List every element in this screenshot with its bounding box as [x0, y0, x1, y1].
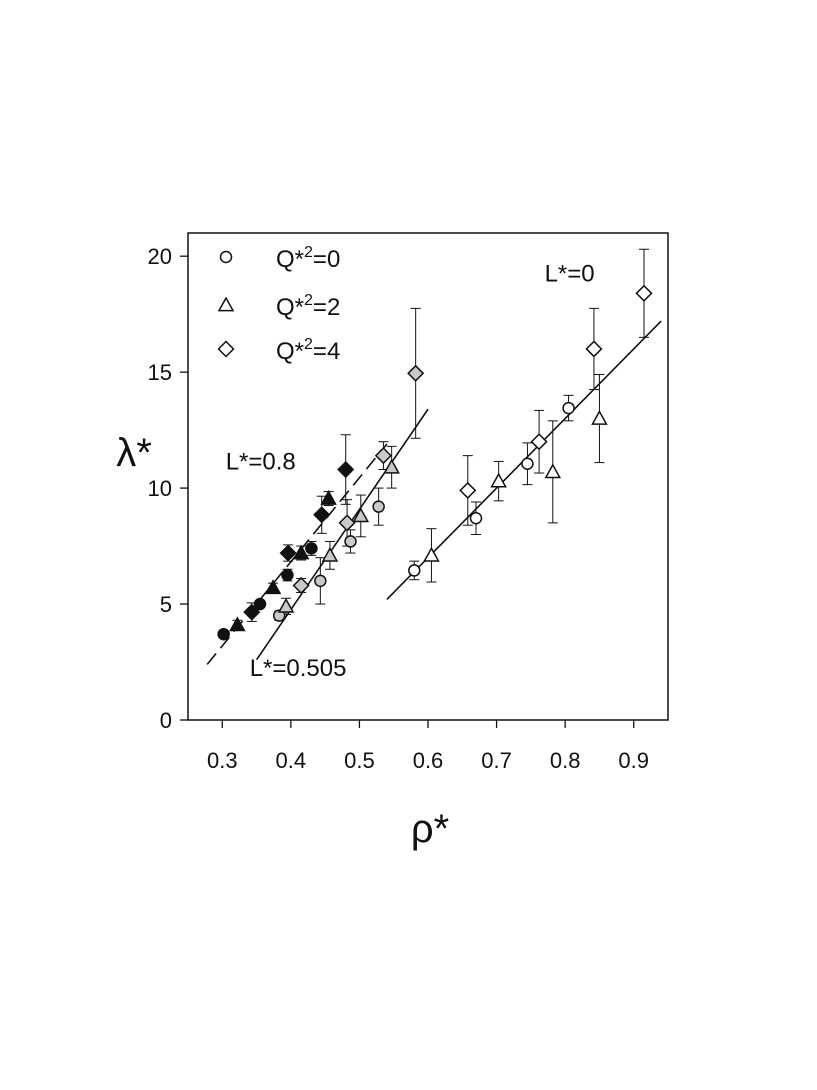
point-diamond-5-3: [407, 364, 425, 382]
annotation-1: L*=0.8: [226, 449, 296, 476]
point-diamond-2-0: [459, 481, 477, 499]
point-circle-6-3: [305, 542, 318, 555]
point-triangle-1-1: [490, 472, 507, 488]
point-triangle-4-3: [383, 458, 400, 474]
point-diamond-8-1: [279, 544, 297, 562]
point-diamond-2-3: [635, 284, 653, 302]
plot-frame: [187, 232, 669, 721]
point-triangle-7-2: [292, 544, 310, 560]
point-diamond-2-2: [585, 340, 603, 358]
y-tick-label-3: 15: [148, 360, 172, 385]
point-circle-3-1: [314, 574, 327, 588]
point-triangle-1-2: [544, 463, 562, 479]
legend: Q*2=0 Q*2=2 Q*2=4: [217, 244, 340, 365]
x-tick-label-2: 0.5: [344, 748, 375, 773]
legend-marker-triangle: [217, 296, 235, 312]
point-circle-6-2: [281, 568, 294, 582]
fit-line-1: [255, 408, 429, 661]
annotation-0: L*=0: [545, 261, 595, 288]
y-tick-label-2: 10: [148, 476, 172, 501]
point-diamond-5-0: [292, 576, 310, 595]
x-tick-label-4: 0.7: [481, 748, 512, 773]
legend-marker-circle: [219, 250, 233, 264]
point-circle-0-3: [562, 401, 575, 415]
y-tick-label-0: 0: [160, 708, 172, 733]
point-triangle-4-2: [352, 507, 370, 523]
point-circle-3-3: [372, 500, 385, 513]
annotation-2: L*=0.505: [250, 655, 347, 682]
x-tick-label-1: 0.4: [276, 748, 307, 773]
point-diamond-5-1: [338, 514, 356, 532]
legend-label-1: Q*2=2: [276, 292, 340, 321]
x-tick-label-5: 0.8: [550, 748, 581, 773]
legend-marker-diamond: [217, 340, 235, 358]
data-points: [217, 284, 653, 641]
point-circle-0-2: [521, 457, 534, 470]
point-circle-0-1: [469, 511, 483, 525]
point-diamond-5-2: [374, 447, 392, 465]
point-diamond-8-3: [337, 460, 355, 479]
point-diamond-8-2: [313, 506, 331, 524]
y-tick-label-1: 5: [160, 592, 172, 617]
point-triangle-1-0: [423, 546, 440, 562]
annotations: L*=0 L*=0.8 L*=0.505: [226, 261, 595, 682]
y-tick-label-4: 20: [148, 244, 172, 269]
point-triangle-7-3: [320, 489, 337, 505]
x-axis-label: ρ*: [411, 807, 449, 851]
point-diamond-8-0: [243, 603, 261, 621]
point-diamond-2-1: [530, 433, 548, 451]
y-axis-label: λ*: [116, 431, 152, 475]
point-circle-6-0: [217, 627, 230, 641]
x-tick-label-3: 0.6: [413, 748, 444, 773]
x-tick-label-0: 0.3: [207, 748, 238, 773]
point-triangle-4-0: [277, 597, 295, 613]
legend-label-2: Q*2=4: [276, 336, 340, 365]
point-circle-3-2: [344, 535, 357, 548]
point-triangle-4-1: [321, 546, 339, 562]
point-circle-0-0: [408, 564, 421, 577]
point-circle-6-1: [253, 597, 267, 611]
axes: 0.3 0.4 0.5 0.6 0.7 0.8 0.9 0 5 10 15 20 ρ* λ*: [116, 244, 649, 851]
point-triangle-7-1: [264, 579, 282, 595]
point-triangle-1-3: [591, 409, 608, 425]
legend-label-0: Q*2=0: [276, 244, 340, 273]
x-tick-label-6: 0.9: [618, 748, 649, 773]
point-circle-3-0: [272, 609, 286, 622]
point-triangle-7-0: [229, 616, 246, 632]
